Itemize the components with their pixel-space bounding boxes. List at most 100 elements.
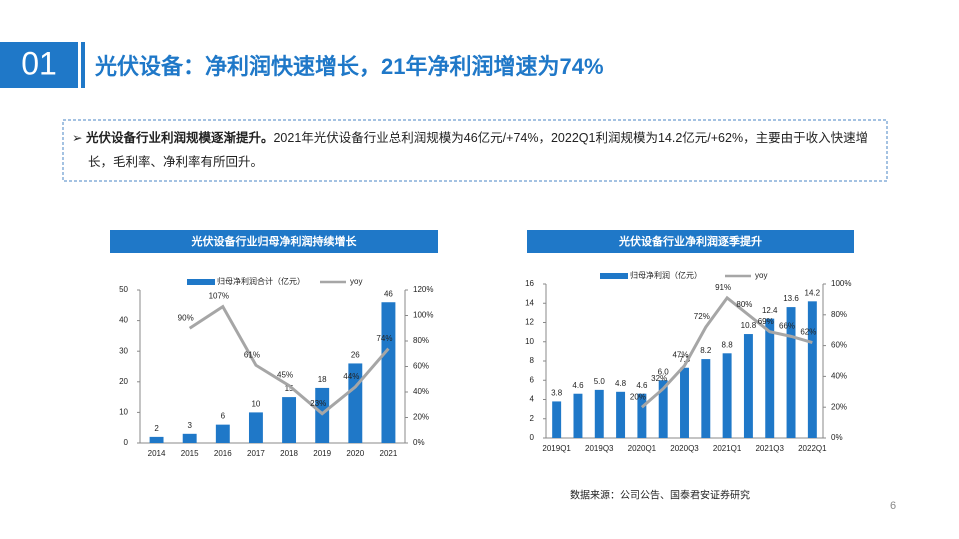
bar-label: 7.3 (679, 355, 691, 364)
bar (722, 353, 732, 438)
bar (680, 367, 689, 438)
bar (573, 393, 583, 438)
bar (701, 359, 711, 438)
line-label: 72% (694, 312, 710, 321)
y-tick-label: 40 (119, 316, 128, 325)
bar (743, 334, 753, 438)
bar-label: 3.8 (551, 389, 563, 398)
summary-text: ➢ 光伏设备行业利润规模逐渐提升。2021年光伏设备行业总利润规模为46亿元/+… (72, 131, 869, 169)
line-label: 80% (736, 300, 752, 309)
line-label: 91% (715, 283, 731, 292)
bar-label: 14.2 (805, 288, 821, 297)
bar-label: 8.2 (700, 346, 712, 355)
y2-tick-label: 60% (413, 362, 429, 371)
bar (786, 307, 796, 438)
y-tick-label: 8 (530, 356, 535, 365)
bar-label: 4.6 (572, 381, 584, 390)
y-tick-label: 30 (119, 346, 128, 355)
y-tick-label: 4 (530, 395, 535, 404)
y2-tick-label: 100% (831, 279, 851, 288)
line-label: 66% (779, 321, 795, 330)
bar (215, 424, 230, 443)
x-tick-label: 2020 (346, 449, 364, 458)
bar (807, 301, 817, 438)
line-label: 32% (651, 374, 667, 383)
y-tick-label: 16 (525, 279, 534, 288)
bar-label: 12.4 (762, 306, 778, 315)
yoy-line (640, 295, 813, 409)
bar-label: 18 (318, 375, 327, 384)
x-tick-label: 2019Q1 (542, 444, 571, 453)
bar-label: 10 (251, 400, 260, 409)
bar-label: 46 (384, 289, 393, 298)
summary: ➢ 光伏设备行业利润规模逐渐提升。2021年光伏设备行业总利润规模为46亿元/+… (72, 131, 869, 169)
bar (658, 380, 668, 438)
y-tick-label: 2 (530, 414, 535, 423)
bar-label: 3 (187, 421, 192, 430)
title-banner (110, 230, 438, 253)
x-tick-label: 2014 (148, 449, 166, 458)
bar-label: 26 (351, 351, 360, 360)
line-label: 23% (310, 399, 326, 408)
divider (81, 42, 85, 88)
slide-title: 光伏设备：净利润快速增长，21年净利润增速为74% (94, 54, 604, 79)
y2-tick-label: 0% (831, 433, 843, 442)
bar (765, 318, 775, 438)
y2-tick-label: 40% (413, 387, 429, 396)
x-tick-label: 2021 (380, 449, 398, 458)
y2-tick-label: 80% (413, 336, 429, 345)
y-tick-label: 20 (119, 377, 128, 386)
bar-label: 15 (285, 384, 294, 393)
x-tick-label: 2021Q1 (713, 444, 742, 453)
y2-tick-label: 120% (413, 285, 433, 294)
source: 数据来源：公司公告、国泰君安证券研究 (570, 489, 750, 502)
x-tick-label: 2016 (214, 449, 232, 458)
line-label: 47% (672, 351, 688, 360)
y2-tick-label: 40% (831, 372, 847, 381)
x-tick-label: 2019 (313, 449, 331, 458)
y-tick-label: 0 (530, 433, 535, 442)
bar (637, 393, 647, 438)
chart-title: 光伏设备行业归母净利润持续增长 (191, 234, 358, 248)
y-tick-label: 10 (525, 337, 534, 346)
legend-label: 归母净利润合计（亿元） (217, 276, 305, 286)
line-label: 74% (376, 334, 392, 343)
legend-label: 归母净利润（亿元） (630, 270, 702, 280)
bar (182, 433, 197, 443)
number-box (0, 42, 78, 88)
y2-tick-label: 80% (831, 310, 847, 319)
bar (248, 412, 263, 443)
bar-label: 8.8 (722, 340, 734, 349)
bar-label: 6 (221, 412, 226, 421)
section-number: 01 (21, 45, 57, 81)
chart-title: 光伏设备行业净利润逐季提升 (618, 234, 762, 248)
x-tick-label: 2020Q1 (628, 444, 657, 453)
bar-label: 10.8 (741, 321, 757, 330)
line-label: 107% (209, 292, 229, 301)
page-number: 6 (890, 500, 896, 512)
bar (616, 391, 626, 438)
line-label: 44% (343, 372, 359, 381)
bar-label: 13.6 (783, 294, 799, 303)
summary-bold: 光伏设备行业利润规模逐渐提升。 (85, 131, 274, 145)
y2-tick-label: 20% (831, 402, 847, 411)
y-tick-label: 12 (525, 318, 534, 327)
yoy-line (188, 304, 390, 416)
x-tick-label: 2020Q3 (670, 444, 699, 453)
bar (149, 436, 164, 443)
line-label: 45% (277, 371, 293, 380)
line-label: 62% (800, 328, 816, 337)
x-tick-label: 2021Q3 (755, 444, 784, 453)
line-label: 20% (630, 392, 646, 401)
y-tick-label: 14 (525, 298, 534, 307)
x-tick-label: 2018 (280, 449, 298, 458)
bar (282, 397, 297, 443)
summary-body: 2021年光伏设备行业总利润规模为46亿元/+74%，2022Q1利润规模为14… (88, 131, 869, 169)
x-tick-label: 2022Q1 (798, 444, 827, 453)
y2-tick-label: 0% (413, 438, 425, 447)
y-tick-label: 0 (124, 438, 129, 447)
y2-tick-label: 60% (831, 341, 847, 350)
bar (381, 302, 396, 443)
bar-label: 4.6 (636, 381, 648, 390)
